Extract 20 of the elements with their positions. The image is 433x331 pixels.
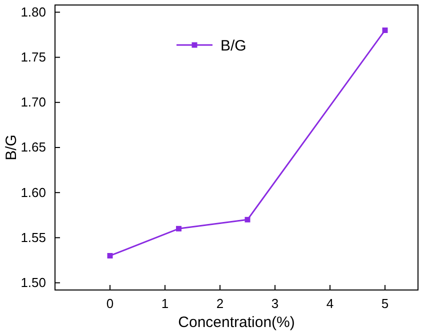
x-tick-label: 5 [381, 296, 389, 312]
point [176, 226, 182, 232]
x-tick-label: 4 [326, 296, 334, 312]
y-axis-title: B/G [3, 134, 20, 160]
y-tick-label: 1.75 [20, 49, 46, 64]
y-tick-label: 1.50 [20, 274, 46, 290]
x-tick-label: 1 [161, 296, 169, 312]
point [244, 216, 250, 222]
y-tick-label: 1.80 [20, 4, 46, 20]
x-tick-label: 3 [271, 296, 279, 312]
y-tick-label: 1.55 [20, 230, 46, 245]
point [107, 252, 113, 258]
point [382, 28, 388, 33]
x-tick-label: 0 [106, 296, 114, 312]
x-tick-label: 2 [216, 296, 224, 312]
y-tick-label: 1.60 [20, 184, 46, 200]
y-tick-label: 1.70 [20, 94, 46, 110]
legend-label: B/G [220, 37, 246, 54]
y-tick-label: 1.65 [20, 140, 46, 155]
x-axis-title: Concentration(%) [178, 314, 295, 331]
